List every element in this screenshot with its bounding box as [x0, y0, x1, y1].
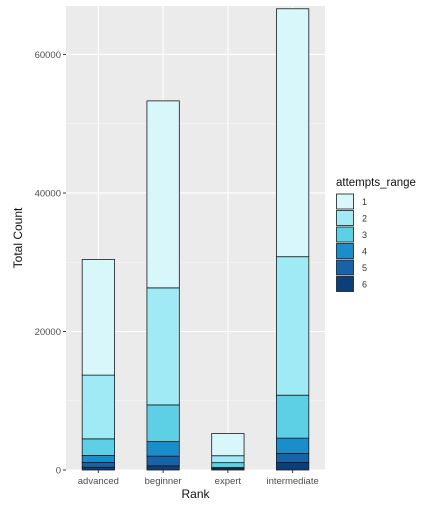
y-tick-label: 0	[56, 466, 61, 477]
bar-segment-advanced-range-3	[81, 438, 115, 456]
bar-segment-intermediate-range-5	[276, 452, 310, 463]
legend-label-2: 2	[362, 214, 367, 224]
bar-segment-advanced-range-1	[81, 259, 115, 376]
legend-title: attempts_range	[336, 177, 416, 189]
legend: attempts_range 1 2 3 4 5 6	[336, 177, 416, 292]
y-tick-label: 40000	[35, 188, 61, 199]
bar-segment-intermediate-range-3	[276, 394, 310, 439]
bar-segment-expert-range-1	[211, 433, 245, 457]
bars	[81, 8, 310, 471]
x-tick-label-beginner: beginner	[145, 476, 182, 487]
x-axis: advanced beginner expert intermediate	[78, 470, 319, 487]
bar-segment-intermediate-range-4	[276, 437, 310, 454]
y-tick-label: 60000	[35, 50, 61, 61]
bar-segment-beginner-range-2	[146, 287, 180, 406]
bar-segment-beginner-range-4	[146, 441, 180, 457]
legend-label-6: 6	[362, 280, 367, 290]
bar-segment-intermediate-range-1	[276, 8, 310, 258]
bar-segment-advanced-range-6	[81, 466, 115, 471]
legend-key-3	[336, 226, 354, 243]
bar-segment-expert-range-3	[211, 462, 245, 468]
x-axis-title: Rank	[181, 487, 210, 501]
bar-segment-beginner-range-3	[146, 404, 180, 443]
legend-label-1: 1	[362, 197, 367, 207]
bar-segment-advanced-range-4	[81, 455, 115, 463]
bar-segment-intermediate-range-2	[276, 256, 310, 396]
y-axis: 0 20000 40000 60000	[35, 50, 66, 477]
legend-key-5	[336, 259, 354, 276]
bar-segment-beginner-range-6	[146, 465, 180, 471]
legend-key-6	[336, 276, 354, 292]
legend-key-4	[336, 243, 354, 259]
legend-key-1	[336, 193, 354, 210]
legend-label-5: 5	[362, 263, 367, 273]
bar-segment-intermediate-range-6	[276, 461, 310, 471]
x-tick-label-intermediate: intermediate	[266, 476, 318, 487]
bar-segment-advanced-range-2	[81, 374, 115, 440]
x-tick-label-expert: expert	[215, 476, 242, 487]
y-axis-title: Total Count	[11, 207, 25, 268]
legend-label-3: 3	[362, 230, 367, 240]
y-tick-label: 20000	[35, 327, 61, 338]
bar-segment-beginner-range-1	[146, 100, 180, 289]
legend-label-4: 4	[362, 247, 367, 257]
bar-segment-expert-range-2	[211, 455, 245, 464]
bar-segment-advanced-range-5	[81, 461, 115, 468]
x-tick-label-advanced: advanced	[78, 476, 119, 487]
bar-segment-beginner-range-5	[146, 455, 180, 467]
legend-key-2	[336, 210, 354, 226]
